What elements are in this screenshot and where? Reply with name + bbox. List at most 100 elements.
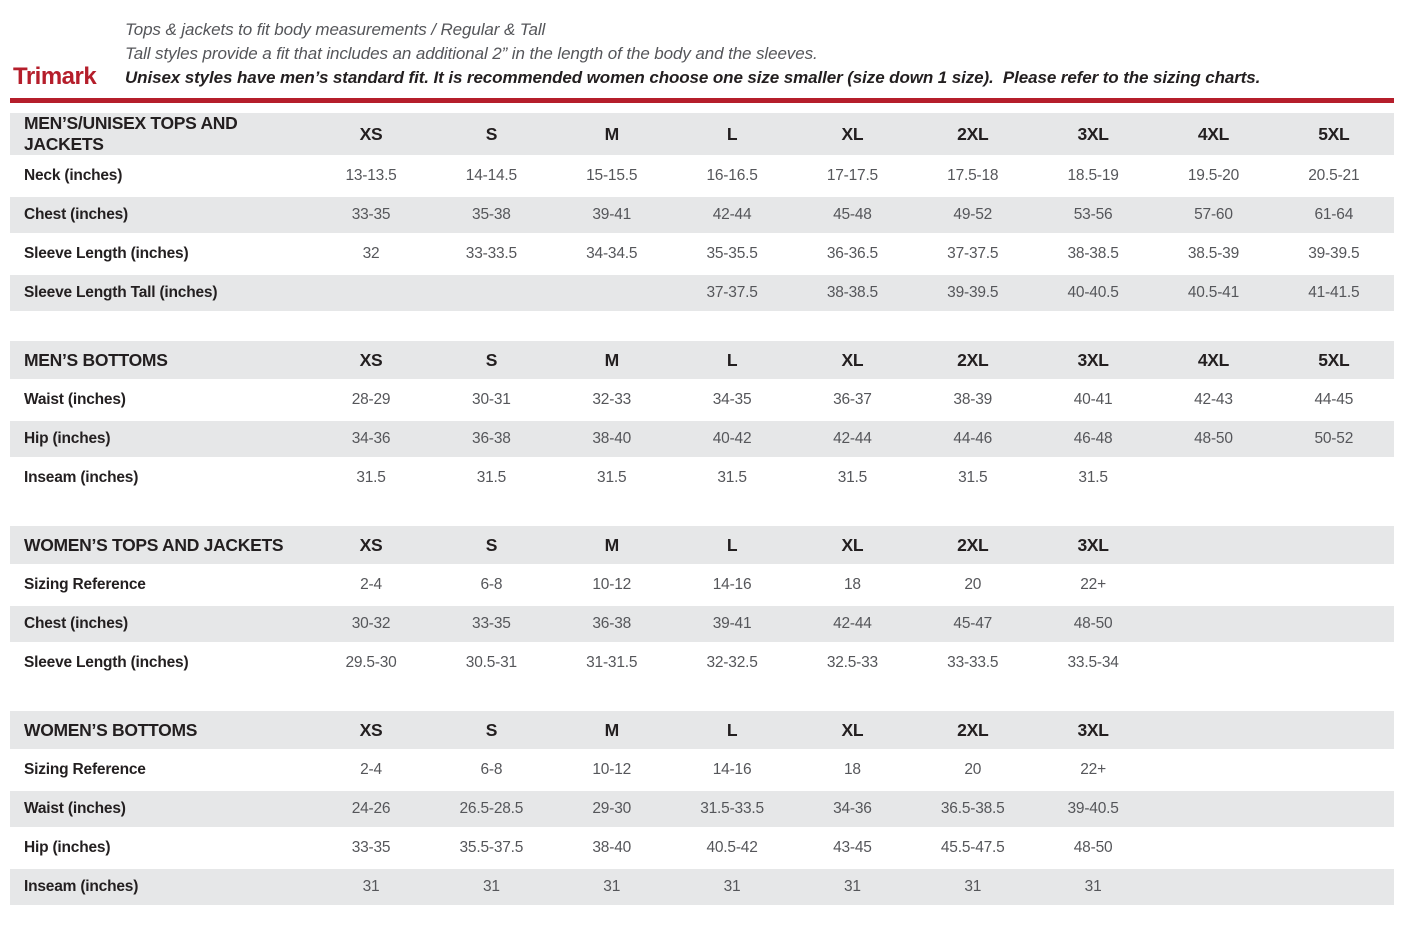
size-value-cell: 41-41.5: [1273, 275, 1394, 311]
table-title: MEN’S/UNISEX TOPS AND JACKETS: [10, 113, 311, 155]
size-value-cell: 31: [1032, 869, 1154, 905]
size-column-header: XS: [310, 341, 432, 379]
size-value-cell: 13-13.5: [345, 167, 397, 184]
size-column-header: 4XL: [1153, 341, 1274, 379]
size-value-cell: 44-45: [1314, 391, 1354, 408]
size-value-cell: 45-48: [792, 197, 913, 233]
size-value-cell: [1273, 791, 1394, 827]
size-value-cell: 31: [551, 869, 672, 905]
size-value-cell: 31: [431, 869, 552, 905]
size-value-cell: 18: [843, 761, 861, 778]
row-label: Hip (inches): [10, 421, 311, 457]
size-value-cell: 34-36: [792, 791, 913, 827]
row-label: Sizing Reference: [24, 761, 146, 778]
size-value-cell: 45.5-47.5: [940, 839, 1005, 856]
table-row: Sleeve Length Tall (inches) 37-37.5 38-38.…: [10, 275, 1394, 311]
size-value-cell: 31.5: [958, 469, 988, 486]
size-column-header: S: [431, 113, 552, 155]
size-value-cell: 17.5-18: [947, 167, 999, 184]
size-value-cell: [1153, 791, 1274, 827]
size-value-cell: 39-41: [551, 197, 672, 233]
size-value-cell: 38-40: [592, 839, 632, 856]
size-value-cell: 35.5-37.5: [459, 839, 524, 856]
size-column-header: S: [431, 526, 552, 564]
size-value-cell: 34-34.5: [586, 245, 638, 262]
size-column-header: XL: [792, 341, 913, 379]
size-value-cell: [1274, 567, 1394, 603]
size-value-cell: 31: [310, 869, 432, 905]
size-column-header: XL: [792, 526, 913, 564]
size-value-cell: [1274, 460, 1394, 496]
size-value-cell: 20.5-21: [1308, 167, 1360, 184]
size-value-cell: 38-38.5: [792, 275, 913, 311]
size-value-cell: 31.5: [1078, 469, 1108, 486]
size-column-header: XS: [310, 711, 432, 749]
size-value-cell: 33.5-34: [1067, 654, 1119, 671]
size-value-cell: 39-39.5: [1308, 245, 1360, 262]
table-header-row: MEN’S BOTTOMS XS S M L XL 2XL 3XL 4XL 5XL: [10, 341, 1394, 379]
size-value-cell: 20: [964, 576, 982, 593]
table-row: Chest (inches) 33-35 35-38 39-41 42-44 45-48 4…: [10, 197, 1394, 233]
size-value-cell: 42-44: [792, 606, 913, 642]
table-row: Waist (inches) 28-29 30-31 32-33 34-35 36-37 3…: [10, 382, 1394, 418]
size-value-cell: 2-4: [360, 576, 382, 593]
size-value-cell: 37-37.5: [947, 245, 999, 262]
size-column-header: M: [551, 526, 672, 564]
size-value-cell: 30-31: [472, 391, 511, 408]
table-header-row: WOMEN’S TOPS AND JACKETS XS S M L XL 2XL 3XL: [10, 526, 1394, 564]
size-value-cell: 36-36.5: [826, 245, 878, 262]
size-value-cell: 35-35.5: [706, 245, 758, 262]
size-value-cell: 28-29: [351, 391, 391, 408]
size-value-cell: 42-44: [792, 421, 913, 457]
size-column-header: 2XL: [912, 526, 1033, 564]
size-column-header: 3XL: [1032, 711, 1154, 749]
size-value-cell: 32: [362, 245, 380, 262]
size-value-cell: 46-48: [1032, 421, 1154, 457]
size-column-header: XS: [310, 113, 432, 155]
size-value-cell: 10-12: [592, 761, 632, 778]
size-value-cell: 18.5-19: [1067, 167, 1119, 184]
size-value-cell: 24-26: [310, 791, 432, 827]
size-value-cell: 31.5: [717, 469, 747, 486]
size-value-cell: 29-30: [551, 791, 672, 827]
size-value-cell: 31.5-33.5: [671, 791, 793, 827]
size-value-cell: 38.5-39: [1187, 245, 1240, 262]
size-value-cell: 36.5-38.5: [912, 791, 1033, 827]
size-column-header: 3XL: [1032, 526, 1154, 564]
row-label: Inseam (inches): [10, 869, 311, 905]
size-value-cell: [1153, 460, 1273, 496]
size-column-header: [1273, 711, 1394, 749]
size-value-cell: 42-44: [671, 197, 793, 233]
size-value-cell: [310, 275, 432, 311]
table-row: Inseam (inches) 31 31 31 31 31 31 31: [10, 869, 1394, 905]
table-row: Sizing Reference 2-4 6-8 10-12 14-16 18 20 22+: [10, 752, 1394, 788]
table-row: Sleeve Length (inches) 29.5-30 30.5-31 31-3…: [10, 645, 1394, 681]
intro-line-2: Tall styles provide a fit that includes …: [125, 44, 818, 63]
size-value-cell: 40.5-41: [1153, 275, 1274, 311]
table-row: Neck (inches) 13-13.5 14-14.5 15-15.5 16-16.…: [10, 158, 1394, 194]
size-value-cell: 33-35: [310, 197, 432, 233]
size-value-cell: 39-39.5: [912, 275, 1033, 311]
row-label: Neck (inches): [24, 167, 123, 184]
size-column-header: M: [551, 711, 672, 749]
size-value-cell: 45-47: [912, 606, 1033, 642]
size-value-cell: 50-52: [1273, 421, 1394, 457]
size-column-header: XL: [792, 113, 913, 155]
size-column-header: M: [551, 341, 672, 379]
size-value-cell: 38-38.5: [1067, 245, 1119, 262]
size-value-cell: 32-33: [592, 391, 632, 408]
row-label: Hip (inches): [24, 839, 111, 856]
table-row: Hip (inches) 34-36 36-38 38-40 40-42 42-44 44-…: [10, 421, 1394, 457]
size-column-header: L: [671, 526, 793, 564]
size-value-cell: 44-46: [912, 421, 1033, 457]
table-header-row: WOMEN’S BOTTOMS XS S M L XL 2XL 3XL: [10, 711, 1394, 749]
size-column-header: S: [431, 341, 552, 379]
row-label: Sleeve Length Tall (inches): [10, 275, 311, 311]
size-value-cell: [1274, 645, 1394, 681]
row-label: Sleeve Length (inches): [24, 245, 189, 262]
sizing-table-mens-bottoms: MEN’S BOTTOMS XS S M L XL 2XL 3XL 4XL 5XL Waist (i…: [10, 338, 1394, 499]
size-column-header: XS: [310, 526, 432, 564]
size-value-cell: 57-60: [1153, 197, 1274, 233]
size-value-cell: 39-41: [671, 606, 793, 642]
